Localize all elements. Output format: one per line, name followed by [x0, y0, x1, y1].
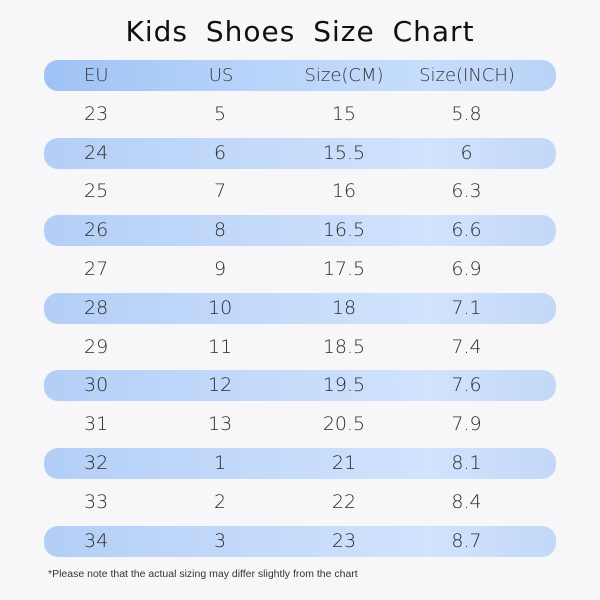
cell-size-inch: 6.9	[451, 257, 482, 280]
cell-size-cm: 20.5	[322, 413, 366, 436]
cell-eu: 31	[84, 413, 109, 436]
cell-size-cm: 16.5	[322, 219, 366, 242]
page-title: Kids Shoes Size Chart	[125, 15, 475, 48]
cell-size-cm: 23	[331, 529, 357, 552]
cell-eu: 24	[84, 141, 109, 164]
table-header-row: EU US Size(CM) Size(INCH)	[44, 60, 556, 91]
cell-eu: 25	[84, 180, 109, 203]
cell-us: 9	[213, 257, 227, 280]
cell-us: 1	[213, 451, 227, 474]
cell-eu: 32	[84, 451, 109, 474]
cell-us: 13	[208, 413, 233, 436]
header-us: US	[208, 65, 234, 86]
cell-size-cm: 21	[331, 451, 357, 474]
cell-size-inch: 7.4	[451, 335, 482, 358]
header-size-inch: Size(INCH)	[419, 65, 515, 86]
cell-size-inch: 7.6	[451, 374, 482, 397]
cell-eu: 26	[84, 219, 109, 242]
cell-us: 6	[213, 141, 227, 164]
cell-size-inch: 7.1	[451, 296, 482, 319]
cell-eu: 27	[84, 257, 109, 280]
cell-size-inch: 6.6	[451, 219, 482, 242]
table-row: 28 10 18 7.1	[44, 292, 556, 324]
cell-size-cm: 15	[331, 102, 357, 125]
cell-size-inch: 8.1	[451, 451, 482, 474]
table-row: 25 7 16 6.3	[44, 176, 556, 207]
table-row: 33 2 22 8.4	[44, 487, 556, 518]
cell-size-inch: 5.8	[451, 102, 482, 125]
sizing-disclaimer-note: *Please note that the actual sizing may …	[48, 568, 358, 580]
table-row: 32 1 21 8.1	[44, 447, 556, 479]
cell-size-cm: 17.5	[322, 257, 366, 280]
header-eu: EU	[84, 65, 109, 86]
cell-us: 2	[213, 490, 227, 513]
cell-eu: 30	[84, 374, 109, 397]
cell-size-inch: 6	[460, 141, 473, 164]
cell-us: 10	[208, 296, 233, 319]
cell-eu: 34	[84, 529, 109, 552]
cell-us: 8	[213, 219, 227, 242]
cell-eu: 33	[84, 490, 109, 513]
cell-us: 5	[213, 102, 227, 125]
cell-eu: 28	[84, 296, 109, 319]
cell-us: 7	[213, 180, 227, 203]
cell-size-cm: 19.5	[322, 374, 366, 397]
cell-size-cm: 18.5	[322, 335, 366, 358]
cell-eu: 23	[84, 102, 109, 125]
cell-size-cm: 15.5	[322, 141, 366, 164]
cell-size-cm: 22	[331, 490, 357, 513]
table-row: 31 13 20.5 7.9	[44, 409, 556, 440]
table-row: 23 5 15 5.8	[44, 99, 556, 130]
table-row: 34 3 23 8.7	[44, 525, 556, 557]
table-row: 24 6 15.5 6	[44, 137, 556, 169]
size-table: EU US Size(CM) Size(INCH) 23 5 15 5.8 24…	[44, 60, 556, 564]
cell-size-inch: 8.4	[451, 490, 482, 513]
cell-eu: 29	[84, 335, 109, 358]
cell-size-cm: 16	[331, 180, 357, 203]
table-row: 27 9 17.5 6.9	[44, 254, 556, 285]
cell-us: 3	[213, 529, 227, 552]
header-size-cm: Size(CM)	[304, 65, 384, 86]
cell-size-inch: 6.3	[451, 180, 482, 203]
table-row: 30 12 19.5 7.6	[44, 370, 556, 402]
cell-size-inch: 7.9	[451, 413, 482, 436]
table-row: 29 11 18.5 7.4	[44, 332, 556, 363]
cell-us: 11	[208, 335, 233, 358]
cell-size-cm: 18	[331, 296, 357, 319]
table-row: 26 8 16.5 6.6	[44, 215, 556, 247]
cell-us: 12	[208, 374, 233, 397]
cell-size-inch: 8.7	[451, 529, 482, 552]
